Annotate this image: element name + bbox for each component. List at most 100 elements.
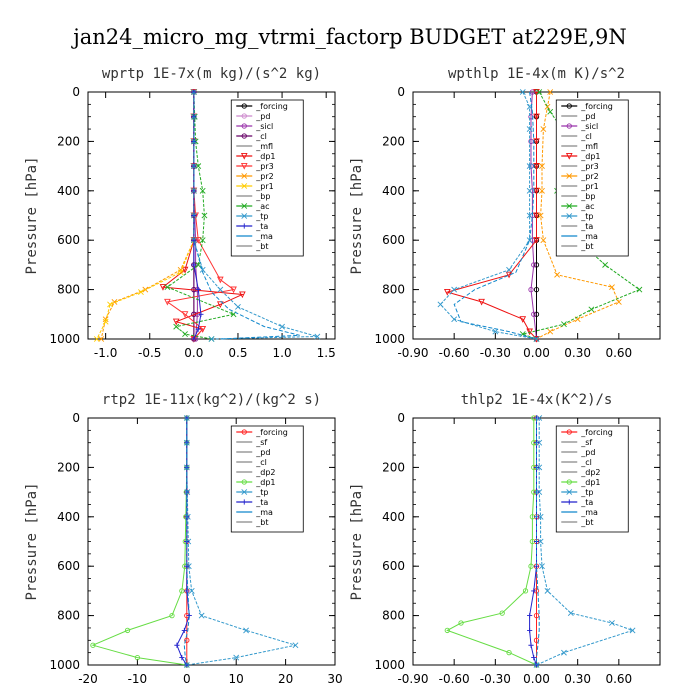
y-tick-label: 0: [72, 411, 80, 425]
legend-label: _bt: [580, 518, 593, 527]
data-point: [537, 538, 544, 545]
series-line: [536, 418, 540, 665]
chart-panel-4: thlp2 1E-4x(K^2)/s Pressure [hPa] 0 200 400 6…: [349, 392, 661, 686]
legend-marker: [566, 173, 573, 179]
y-tick-label: 1000: [374, 332, 405, 346]
data-point: [314, 333, 321, 340]
data-point: [537, 513, 544, 520]
legend-marker: [566, 489, 573, 495]
series-dp1: [443, 88, 540, 343]
data-point: [195, 163, 202, 170]
x-tick-label: 1.5: [317, 346, 336, 360]
data-point: [531, 262, 537, 268]
data-point: [561, 321, 567, 328]
legend-marker: [241, 123, 247, 129]
panel-title: wprtp 1E-7x(m kg)/(s^2 kg): [102, 66, 321, 82]
data-point: [526, 237, 533, 244]
x-tick-label: 0.30: [564, 672, 591, 686]
legend-marker: [241, 113, 247, 119]
legend-marker: [566, 203, 573, 209]
legend-label: _pd: [255, 112, 270, 121]
series-pr2: [533, 89, 622, 342]
legend-label: _pd: [580, 112, 595, 121]
data-point: [172, 318, 180, 326]
legend-marker: [566, 479, 572, 485]
data-point: [526, 187, 533, 194]
data-point: [629, 627, 636, 634]
legend-label: _mfl: [255, 142, 273, 151]
data-point: [528, 114, 534, 120]
data-point: [198, 311, 204, 317]
x-tick-label: -0.90: [397, 672, 428, 686]
data-point: [539, 187, 545, 194]
data-point: [191, 262, 197, 268]
legend: _forcing_sf_pd_cl_dp2_dp1_tp_ta_ma_bt: [230, 425, 304, 533]
series-ma: [453, 91, 537, 340]
legend: _forcing_pd_sicl_cl_mfl_dp1_pr3_pr2_pr1_…: [230, 99, 304, 257]
legend-marker: [566, 103, 572, 109]
legend-label: _dp1: [580, 478, 600, 487]
legend-marker: [240, 162, 248, 170]
legend-marker: [241, 183, 248, 189]
data-point: [529, 89, 536, 95]
data-point: [531, 588, 537, 594]
data-point: [526, 163, 533, 170]
data-point: [540, 237, 547, 244]
panel-title: rtp2 1E-11x(kg^2)/(kg^2 s): [102, 392, 321, 408]
legend-label: _ac: [580, 202, 594, 211]
chart-panel-2: wpthlp 1E-4x(m K)/s^2 Pressure [hPa] 0 200 4…: [349, 66, 661, 360]
data-point: [615, 299, 622, 305]
legend-box: [555, 425, 629, 533]
data-point: [609, 620, 615, 626]
legend-label: _forcing: [255, 428, 288, 437]
y-tick-label: 600: [382, 233, 405, 247]
legend-label: _pr1: [255, 182, 273, 191]
y-tick-label: 400: [382, 184, 405, 198]
x-tick-label: 1.0: [273, 346, 292, 360]
x-tick-label: 0.60: [605, 346, 632, 360]
legend-label: _ma: [580, 508, 598, 517]
data-point: [235, 303, 241, 310]
y-tick-label: 200: [57, 460, 80, 474]
y-tick-label: 200: [382, 460, 405, 474]
legend-label: _cl: [580, 132, 592, 141]
legend-label: _ac: [255, 202, 269, 211]
legend-label: _pr1: [580, 182, 598, 191]
legend-marker: [566, 499, 572, 505]
data-point: [528, 163, 534, 169]
data-point: [536, 464, 543, 471]
data-point: [536, 415, 543, 421]
legend-marker: [241, 203, 248, 209]
legend-marker: [566, 429, 572, 435]
data-point: [93, 336, 100, 342]
data-point: [531, 654, 537, 661]
data-point: [539, 563, 545, 570]
x-tick-label: -0.5: [138, 346, 161, 360]
y-tick-label: 800: [57, 283, 80, 297]
x-tick-label: 0.30: [564, 346, 591, 360]
data-point: [533, 138, 540, 146]
chart-panel-1: wprtp 1E-7x(m kg)/(s^2 kg) Pressure [hPa]…: [24, 66, 336, 360]
x-tick-label: -1.0: [94, 346, 117, 360]
y-tick-label: 200: [57, 134, 80, 148]
data-point: [533, 187, 540, 195]
data-point: [102, 316, 109, 323]
data-point: [528, 138, 534, 145]
data-point: [536, 439, 543, 446]
data-point: [528, 563, 534, 569]
y-tick-label: 800: [382, 609, 405, 623]
data-point: [199, 187, 206, 194]
data-point: [181, 266, 189, 274]
legend-label: _ta: [255, 498, 268, 507]
legend-label: _pr2: [580, 172, 598, 181]
legend-marker: [566, 123, 572, 129]
data-point: [602, 261, 609, 268]
data-point: [173, 323, 180, 330]
legend-label: _tp: [255, 488, 268, 497]
legend-box: [230, 425, 304, 533]
legend-label: _dp1: [580, 152, 600, 161]
y-axis-label: Pressure [hPa]: [349, 156, 365, 274]
data-point: [526, 212, 533, 219]
data-point: [451, 316, 458, 323]
